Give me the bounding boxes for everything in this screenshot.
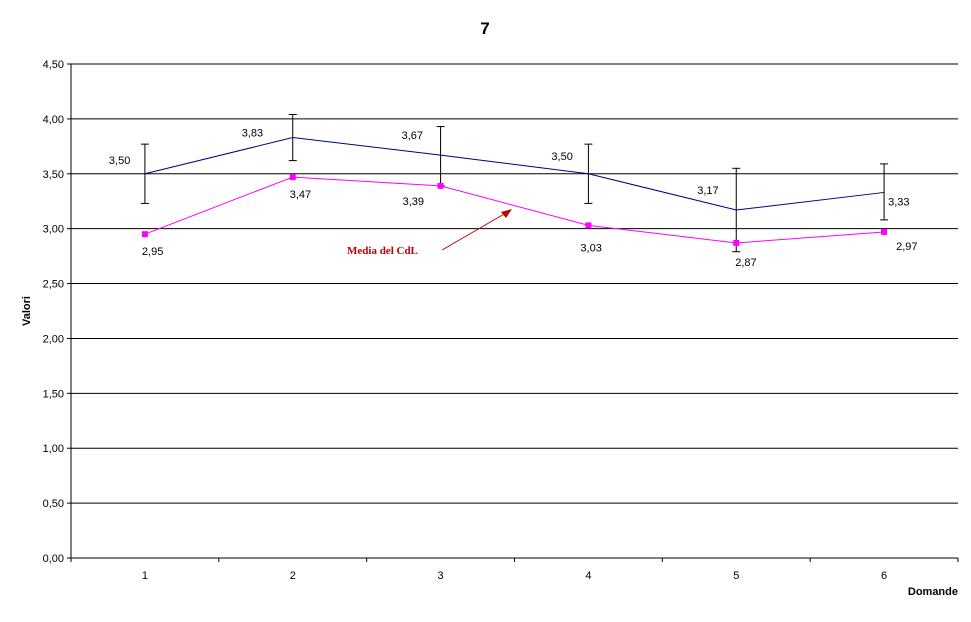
chart-title: 7: [480, 19, 489, 38]
series-2-point: [733, 239, 740, 246]
series-group: [140, 113, 889, 253]
data-label-series-1: 3,83: [242, 128, 263, 140]
series-2-point: [881, 228, 888, 235]
y-tick-label: 3,50: [43, 169, 64, 181]
data-label-series-2: 3,47: [290, 189, 311, 201]
series-2-point: [585, 222, 592, 229]
data-label-series-2: 3,39: [403, 196, 424, 208]
y-tick-label: 2,50: [43, 279, 64, 291]
annotation-label: Media del CdL: [347, 245, 418, 257]
series-2-point: [437, 182, 444, 189]
data-label-series-1: 3,33: [888, 196, 909, 208]
data-labels: 3,50 3,83 3,67 3,50 3,17 3,33 2,95 3,47 3,39 3,03…: [109, 128, 918, 269]
x-tick-label: 2: [290, 570, 296, 582]
x-axis-title: Domande: [908, 586, 958, 598]
data-label-series-1: 3,17: [697, 185, 718, 197]
y-tick-label: 0,00: [43, 553, 64, 565]
x-tick-label: 1: [142, 570, 148, 582]
y-axis-title: Valori: [21, 296, 33, 326]
gridlines: [71, 63, 958, 504]
y-axis-ticks: 0,00 0,50 1,00 1,50 2,00 2,50 3,00 3,50 4,00 4,50: [43, 59, 71, 565]
annotation-arrow-line: [441, 212, 507, 251]
annotation-arrowhead: [501, 209, 512, 218]
x-axis-ticks: 1 2 3 4 5 6: [70, 558, 959, 582]
series-2-point: [141, 231, 148, 238]
data-label-series-1: 3,50: [551, 151, 572, 163]
data-label-series-2: 3,03: [580, 242, 601, 254]
series-2-point: [289, 174, 296, 181]
series-2-line: [144, 176, 885, 244]
x-tick-label: 6: [881, 570, 887, 582]
x-tick-label: 4: [585, 570, 591, 582]
data-label-series-2: 2,87: [735, 257, 756, 269]
y-tick-label: 3,00: [43, 224, 64, 236]
x-tick-label: 3: [438, 570, 444, 582]
y-tick-label: 4,00: [43, 114, 64, 126]
y-tick-label: 4,50: [43, 59, 64, 71]
y-tick-label: 1,00: [43, 443, 64, 455]
series-1-line: [144, 137, 885, 211]
y-tick-label: 2,00: [43, 333, 64, 345]
x-tick-label: 5: [733, 570, 739, 582]
data-label-series-1: 3,50: [109, 155, 130, 167]
data-label-series-2: 2,97: [896, 241, 917, 253]
y-tick-label: 0,50: [43, 498, 64, 510]
y-tick-label: 1,50: [43, 388, 64, 400]
data-label-series-2: 2,95: [142, 246, 163, 258]
data-label-series-1: 3,67: [402, 130, 423, 142]
